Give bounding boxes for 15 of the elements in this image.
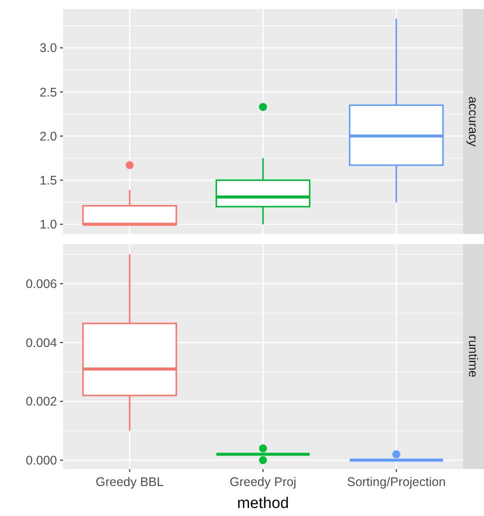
y-tick-label: 1.5 xyxy=(40,174,58,188)
text: accuracy xyxy=(466,96,480,148)
y-tick-label: 2.5 xyxy=(40,85,58,100)
x-tick-label: Greedy BBL xyxy=(96,475,164,489)
y-tick-label: 1.0 xyxy=(40,218,58,232)
x-tick-label: Greedy Proj xyxy=(230,475,296,489)
x-axis-title: method xyxy=(237,495,289,512)
y-tick-label: 2.0 xyxy=(40,129,58,144)
y-tick-label: 0.000 xyxy=(26,454,58,468)
y-tick-label: 0.006 xyxy=(26,277,58,292)
text: runtime xyxy=(466,336,480,378)
y-tick-label: 0.004 xyxy=(26,336,58,350)
x-tick-label: Sorting/Projection xyxy=(346,475,446,489)
y-tick-label: 0.002 xyxy=(26,394,58,409)
y-tick-label: 3.0 xyxy=(40,41,58,56)
